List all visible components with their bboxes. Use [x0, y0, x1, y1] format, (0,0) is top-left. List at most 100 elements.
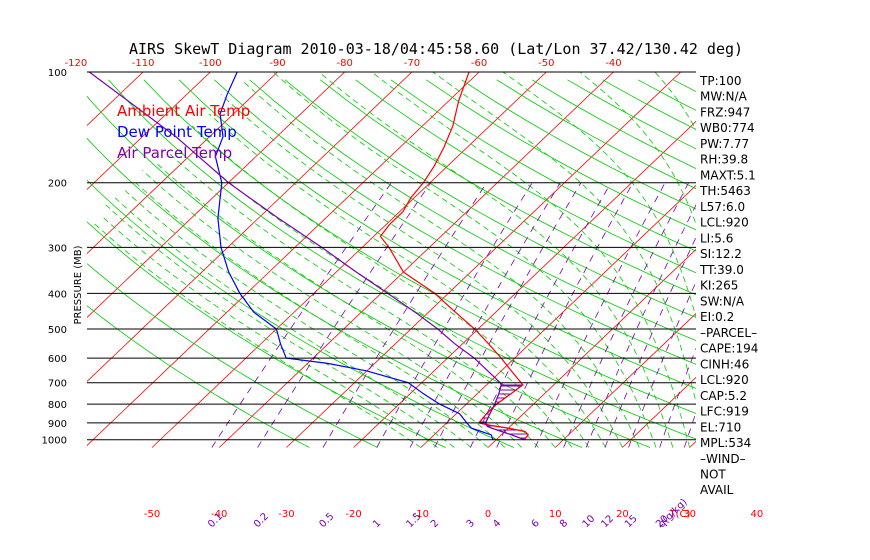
bottom-temp-label: 40: [750, 509, 763, 520]
moist-adiabat-line: [502, 72, 696, 319]
moist-adiabat-line: [272, 72, 657, 448]
parcel-temp-line: [88, 72, 525, 441]
index-item: LI:5.6: [700, 231, 733, 245]
isotherm-line: [87, 72, 278, 254]
pressure-tick-label: 100: [48, 68, 67, 79]
legend: Ambient Air Temp Dew Point Temp Air Parcel…: [117, 102, 250, 162]
bottom-temp-label: 20: [616, 509, 629, 520]
index-item: TT:39.0: [699, 263, 744, 277]
dry-adiabat-line: [87, 137, 583, 448]
y-axis-label: PRESSURE (MB): [73, 245, 84, 324]
index-item: TP:100: [699, 74, 742, 88]
dry-adiabat-line: [850, 80, 870, 448]
isotherm-line: [0, 72, 9, 447]
isotherm-line: [87, 72, 480, 446]
mixing-ratio-line: [585, 204, 696, 448]
dry-adiabat-line: [87, 179, 514, 448]
mixing-ratio-label: 8: [558, 518, 570, 530]
isotherm-line: [622, 376, 696, 448]
index-item: SI:12.2: [700, 247, 742, 261]
top-temperature-labels: -120 -110 -100 -90 -80 -70 -60 -50 -40: [65, 58, 622, 69]
moist-adiabat-line: [135, 182, 506, 448]
index-item: AVAIL: [700, 483, 734, 497]
plot-area: [0, 72, 870, 448]
isotherm-line: [286, 72, 681, 448]
legend-entry: Dew Point Temp: [117, 123, 237, 141]
index-item: FRZ:947: [700, 105, 750, 119]
dry-adiabat-line: [815, 80, 870, 448]
dry-adiabat-line: [249, 79, 696, 342]
legend-entry: Air Parcel Temp: [117, 144, 232, 162]
mixing-ratio-label: 12: [599, 513, 616, 530]
bottom-temperature-labels: -50 -40 -30 -20 -10 0 10 20 30 40 T(C): [144, 509, 763, 520]
dry-adiabat-line: [178, 79, 696, 389]
bottom-temp-label: 30: [683, 509, 696, 520]
pressure-tick-label: 500: [48, 325, 67, 336]
moist-adiabat-line: [176, 136, 573, 448]
pressure-tick-label: 1000: [42, 436, 67, 447]
moist-adiabats: [91, 72, 696, 448]
pressure-tick-label: 700: [48, 379, 67, 390]
index-item: LFC:919: [700, 405, 749, 419]
mixing-ratio-line: [738, 183, 832, 448]
moist-adiabat-line: [432, 72, 696, 404]
mixing-ratio-line: [211, 182, 392, 448]
pressure-tick-label: 800: [48, 400, 67, 411]
top-temp-label: -70: [404, 58, 420, 69]
bottom-temp-label: -40: [211, 509, 227, 520]
dry-adiabat-line: [214, 79, 696, 365]
legend-entry: Ambient Air Temp: [117, 102, 250, 120]
pressure-tick-label: 200: [48, 179, 67, 190]
isobars: [87, 71, 696, 441]
isotherm-line: [218, 72, 614, 448]
index-item: RH:39.8: [700, 153, 748, 167]
mixing-ratio-label: 3: [465, 518, 477, 530]
isotherm-line: [0, 72, 76, 447]
mixing-ratio-label: 0.5: [317, 511, 336, 530]
mixing-ratio-label: 10: [581, 513, 598, 530]
mixing-ratio-line: [322, 182, 487, 448]
mixing-ratio-label: 4: [491, 518, 503, 530]
mixing-ratio-line: [257, 182, 432, 448]
dry-adiabat-line: [779, 80, 870, 448]
top-temp-label: -60: [471, 58, 487, 69]
moist-adiabat-line: [220, 94, 623, 448]
mixing-ratio-line: [496, 182, 634, 448]
index-item: PW:7.77: [700, 137, 749, 151]
top-temp-label: -90: [269, 58, 285, 69]
index-item: CINH:46: [700, 357, 749, 371]
mixing-ratio-lines: [211, 182, 832, 448]
index-item: EL:710: [700, 420, 741, 434]
moist-adiabat-line: [114, 197, 472, 448]
mixing-ratio-label: 6: [530, 518, 542, 530]
mixing-ratio-label: 1: [371, 518, 383, 530]
pressure-tick-label: 400: [48, 289, 67, 300]
mixing-ratio-line: [434, 182, 582, 448]
top-temp-label: -80: [337, 58, 353, 69]
mixing-ratio-line: [604, 236, 696, 448]
top-temp-label: -40: [605, 58, 621, 69]
index-item: MPL:534: [700, 436, 751, 450]
bottom-temp-label: -20: [345, 509, 361, 520]
chart-title: AIRS SkewT Diagram 2010-03-18/04:45:58.6…: [129, 40, 743, 58]
index-item: MAXT:5.1: [700, 168, 756, 182]
index-item: L57:6.0: [700, 200, 745, 214]
isotherm-line: [757, 72, 870, 447]
moist-adiabat-line: [154, 161, 539, 448]
dry-adiabat-line: [390, 79, 696, 252]
index-item: KI:265: [700, 279, 738, 293]
dry-adiabat-line: [87, 305, 310, 448]
isotherms: [0, 72, 870, 448]
mixing-ratio-line: [534, 182, 666, 448]
pressure-tick-label: 900: [48, 419, 67, 430]
index-item: LCL:920: [700, 373, 749, 387]
mixing-ratio-line: [376, 182, 533, 448]
isotherm-line: [151, 72, 547, 448]
moist-adiabat-line: [100, 214, 438, 448]
moist-adiabat-line: [105, 204, 455, 448]
top-temp-label: -110: [132, 58, 155, 69]
moist-adiabat-line: [318, 72, 674, 448]
moist-adiabat-line: [191, 125, 590, 448]
dry-adiabat-line: [284, 79, 696, 318]
